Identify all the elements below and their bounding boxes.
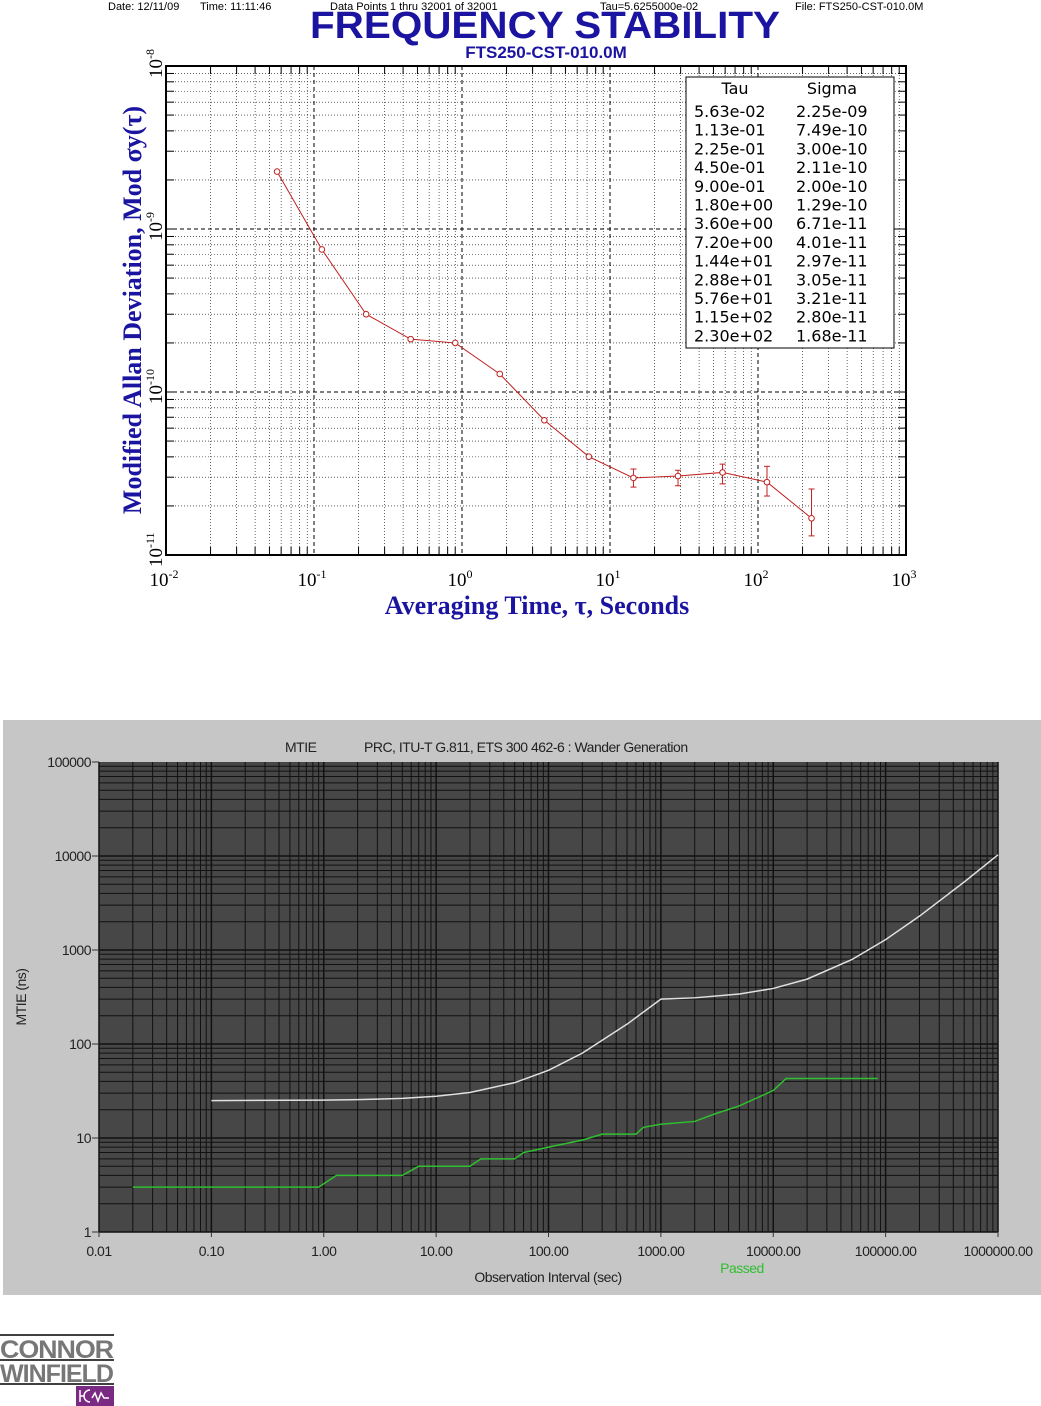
header-points: Data Points 1 thru 32001 of 32001 [330, 1, 498, 13]
x-tick-label: 1000000.00 [964, 1243, 1034, 1259]
y-tick-label: 10-8 [143, 49, 167, 78]
table-cell-sigma: 4.01e-11 [796, 233, 868, 252]
data-point [318, 246, 326, 253]
table-cell-tau: 2.30e+02 [694, 326, 773, 345]
chart2-tick-labels: 0.01 0.10 1.00 10.00 100.00 1000.00 10000.00 10… [47, 754, 1033, 1259]
x-tick-label: 100000.00 [855, 1243, 917, 1259]
table-header-tau: Tau [720, 79, 748, 98]
table-cell-tau: 2.25e-01 [694, 139, 766, 158]
y-tick-label: 100000 [47, 754, 91, 770]
table-cell-tau: 3.60e+00 [694, 214, 773, 233]
table-cell-tau: 1.44e+01 [694, 252, 773, 271]
table-header-sigma: Sigma [807, 79, 857, 98]
chart1-tick-labels: 10-2 10-1 100 101 102 103 10-8 10-9 10-10 10-11 [143, 49, 917, 591]
table-cell-tau: 1.13e-01 [694, 121, 766, 140]
chart1-header: Date: 12/11/09 Time: 11:11:46 Data Point… [108, 1, 923, 13]
logo-mark-glyph [79, 1389, 109, 1404]
x-tick-label: 0.01 [86, 1243, 112, 1259]
data-point [630, 474, 637, 482]
chart2-series [132, 854, 999, 1188]
header-tau: Tau=5.6255000e-02 [600, 1, 698, 13]
data-point [451, 339, 459, 347]
table-cell-tau: 1.15e+02 [694, 308, 773, 327]
table-cell-sigma: 7.49e-10 [796, 121, 868, 140]
x-tick-label: 1000.00 [637, 1243, 685, 1259]
table-cell-sigma: 1.68e-11 [796, 326, 868, 345]
table-cell-sigma: 3.00e-10 [796, 139, 868, 158]
table-cell-tau: 9.00e-01 [694, 177, 766, 196]
chart2-title: MTIE [285, 739, 317, 755]
chart2-y-axis-label: MTIE (ns) [13, 969, 29, 1026]
data-point [273, 168, 281, 175]
y-tick-label: 100 [69, 1036, 92, 1052]
table-cell-sigma: 6.71e-11 [796, 214, 868, 233]
x-tick-label: 102 [744, 567, 769, 591]
y-tick-label: 10000 [55, 848, 92, 864]
table-cell-sigma: 2.97e-11 [796, 252, 868, 271]
header-file: File: FTS250-CST-010.0M [795, 1, 923, 13]
x-tick-label: 100.00 [529, 1243, 570, 1259]
table-cell-tau: 4.50e-01 [694, 158, 766, 177]
chart1-x-axis-label: Averaging Time, τ, Seconds [385, 591, 690, 620]
data-point [808, 514, 815, 522]
chart1-plot-frame [165, 65, 907, 556]
x-tick-label: 100 [448, 567, 473, 591]
x-tick-label: 10000.00 [746, 1243, 801, 1259]
y-tick-label: 10-10 [143, 369, 167, 404]
data-point [541, 416, 548, 424]
data-point [674, 472, 682, 480]
data-point [496, 370, 504, 378]
header-time: Time: 11:11:46 [200, 1, 271, 13]
x-tick-label: 101 [596, 567, 621, 591]
data-point [362, 310, 370, 318]
chart2-x-axis-label: Observation Interval (sec) [474, 1269, 621, 1285]
chart1-subtitle: FTS250-CST-010.0M [465, 43, 627, 62]
table-cell-sigma: 2.80e-11 [796, 308, 868, 327]
chart1-title: FREQUENCY STABILITY [310, 5, 780, 47]
table-cell-tau: 5.63e-02 [694, 102, 766, 121]
header-date: Date: 12/11/09 [108, 1, 179, 13]
x-tick-label: 1.00 [311, 1243, 337, 1259]
table-cell-sigma: 2.00e-10 [796, 177, 868, 196]
table-cell-tau: 5.76e+01 [694, 289, 773, 308]
table-cell-tau: 2.88e+01 [694, 270, 773, 289]
data-point [719, 469, 726, 476]
table-cell-sigma: 2.11e-10 [796, 158, 868, 177]
measured-line [132, 1077, 878, 1188]
table-cell-sigma: 1.29e-10 [796, 196, 868, 215]
chart1-data-table: Tau Sigma 5.63e-02 2.25e-09 1.13e-01 7.49e-… [685, 76, 895, 349]
chart2-passed-label: Passed [720, 1260, 764, 1276]
data-point [407, 335, 414, 343]
x-tick-label: 10-2 [150, 567, 179, 591]
connor-winfield-logo: CONNOR WINFIELD [0, 1334, 115, 1406]
y-tick-label: 10-9 [143, 212, 167, 241]
y-tick-label: 10-11 [143, 532, 167, 567]
x-tick-label: 10-1 [298, 567, 327, 591]
y-tick-label: 1 [84, 1224, 92, 1240]
table-cell-sigma: 3.21e-11 [796, 289, 868, 308]
mask-line [211, 854, 999, 1102]
table-cell-tau: 1.80e+00 [694, 196, 773, 215]
x-tick-label: 10.00 [420, 1243, 453, 1259]
data-point [585, 453, 593, 460]
data-point [763, 478, 771, 486]
table-cell-sigma: 2.25e-09 [796, 102, 868, 121]
table-cell-tau: 7.20e+00 [694, 233, 773, 252]
x-tick-label: 0.10 [199, 1243, 225, 1259]
chart2-subtitle: PRC, ITU-T G.811, ETS 300 462-6 : Wander… [364, 739, 688, 755]
y-tick-label: 1000 [62, 942, 92, 958]
table-cell-sigma: 3.05e-11 [796, 270, 868, 289]
chart1-y-axis-label: Modified Allan Deviation, Mod σy(τ) [118, 106, 147, 514]
x-tick-label: 103 [892, 567, 917, 591]
chart1-series [273, 168, 815, 537]
y-tick-label: 10 [76, 1130, 91, 1146]
